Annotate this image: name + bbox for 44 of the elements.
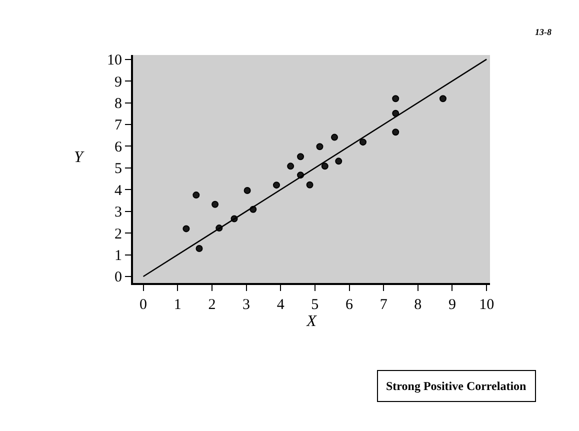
y-tick-label: 5 [114,161,122,178]
point [392,128,400,136]
y-tick-label: 1 [114,248,122,264]
point [331,134,338,141]
point [316,143,324,150]
point [192,192,200,199]
x-tick-label: 4 [276,297,285,313]
x-tick-label: 10 [479,297,494,313]
x-tick-label: 0 [140,297,148,313]
y-tick-label: 9 [114,74,122,90]
point [392,95,400,102]
text: Strong Positive Correlation [386,379,527,393]
x-tick-label: 6 [346,297,354,313]
x-axis-title: X [306,313,318,330]
point [306,181,314,188]
x-tick-label: 3 [242,297,250,313]
point [212,200,219,208]
point [244,187,251,194]
point [272,182,280,189]
text: 13-8 [535,27,552,37]
y-tick-label: 0 [114,270,122,286]
point [196,244,203,252]
x-tick-label: 2 [208,297,216,313]
x-tick-label: 7 [380,297,388,313]
point [439,95,446,102]
x-tick-label: 1 [174,297,182,313]
point [335,158,342,165]
point [182,225,190,232]
y-tick-label: 7 [114,118,122,134]
point [359,138,366,146]
y-tick-label: 4 [114,182,122,199]
point [287,162,294,170]
point [392,110,400,117]
y-tick-label: 3 [114,204,122,221]
y-tick-label: 10 [107,52,122,69]
y-tick-label: 6 [114,139,122,156]
y-tick-label: 8 [114,96,122,112]
x-tick-label: 8 [414,297,422,313]
x-tick-label: 9 [448,297,456,313]
y-tick-label: 2 [114,226,122,242]
y-axis-title: Y [74,149,85,166]
point [321,162,328,170]
point [297,153,304,160]
x-tick-label: 5 [311,297,319,313]
